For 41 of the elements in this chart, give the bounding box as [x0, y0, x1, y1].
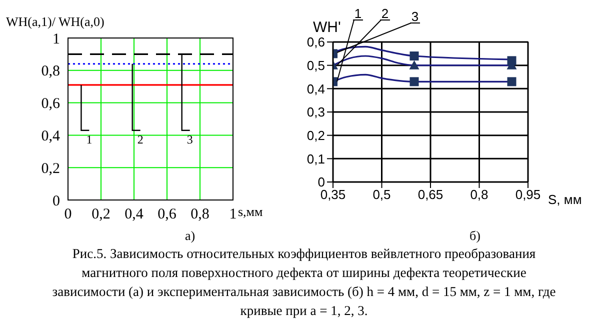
- x-tick-label: 0: [64, 206, 72, 223]
- point: [410, 77, 419, 86]
- y-axis-title: WH(a,1)/ WH(a,0): [6, 14, 104, 29]
- text: б): [470, 228, 480, 243]
- text: 2: [137, 132, 144, 146]
- x-axis-title: s,мм: [238, 204, 263, 219]
- text: 1: [354, 6, 362, 21]
- y-tick-label: 0,6: [306, 34, 325, 50]
- x-tick-label: 0,95: [515, 187, 541, 202]
- y-tick-label: 0,8: [41, 64, 60, 80]
- x-tick-label: 0,8: [190, 206, 210, 223]
- x-tick-label: 0,8: [470, 187, 488, 202]
- y-tick-label: 0,4: [306, 81, 325, 96]
- x-tick-label: 0,65: [418, 187, 444, 202]
- y-tick-label: 1: [52, 31, 60, 48]
- text: Рис.5. Зависимость относительных коэффициентов вейвлетного преобразования магнитного поля поверхностного дефекта от ширины дефекта теоретические зависимости (а) и экспериментальная зависимость (б) h = 4 мм, d = 15 мм, z = 1 мм, где кривые при a = 1, 2, 3.: [51, 245, 557, 320]
- text: 3: [186, 132, 193, 146]
- point: [409, 60, 420, 70]
- text: 3: [411, 9, 419, 24]
- y-tick-label: 0,1: [306, 151, 325, 166]
- text: а): [184, 228, 196, 243]
- text: 2: [381, 6, 389, 21]
- x-tick-label: 0,35: [320, 187, 346, 202]
- text: 1: [86, 132, 92, 146]
- x-tick-label: 0,2: [92, 206, 110, 223]
- x-tick-label: 0,6: [158, 206, 177, 223]
- y-tick-label: 0: [318, 174, 325, 190]
- y-tick-label: 0,5: [306, 58, 325, 73]
- point: [507, 56, 516, 66]
- x-tick-label: 1: [229, 206, 237, 223]
- y-tick-label: 0,2: [41, 160, 60, 177]
- point: [410, 52, 419, 60]
- point: [507, 77, 516, 86]
- y-tick-label: 0,3: [306, 104, 325, 120]
- y-axis-title: WH': [313, 19, 341, 36]
- x-tick-label: 0,5: [372, 187, 391, 202]
- y-tick-label: 0,2: [306, 128, 325, 143]
- x-tick-label: 0,4: [124, 206, 144, 223]
- y-tick-label: 0,4: [41, 128, 60, 145]
- x-axis-title: S, мм: [548, 192, 582, 207]
- y-tick-label: 0,6: [41, 96, 60, 112]
